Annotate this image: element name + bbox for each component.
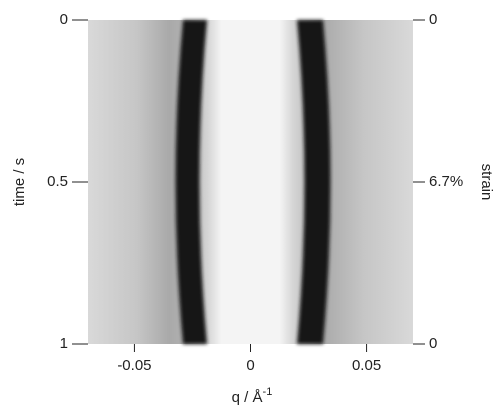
- image: [88, 20, 413, 344]
- y-tick-label: 0.5: [47, 173, 68, 190]
- y-axis-label: time / s: [11, 158, 28, 206]
- y2-axis-label: strain: [478, 164, 495, 201]
- y-tick-label: 1: [60, 335, 68, 352]
- y2-tick-label: 0: [429, 11, 437, 28]
- x-tick-label: 0.05: [352, 357, 381, 374]
- x-tick-label: 0: [246, 357, 254, 374]
- x-axis-label: q / Å-1: [232, 386, 273, 406]
- x-axis-label-main: q / Å: [232, 389, 263, 406]
- x-axis-label-sup: -1: [263, 386, 273, 398]
- y-tick-label: 0: [60, 11, 68, 28]
- y2-tick-label: 6.7%: [429, 173, 463, 190]
- y2-tick-label: 0: [429, 335, 437, 352]
- x-tick-label: -0.05: [117, 357, 151, 374]
